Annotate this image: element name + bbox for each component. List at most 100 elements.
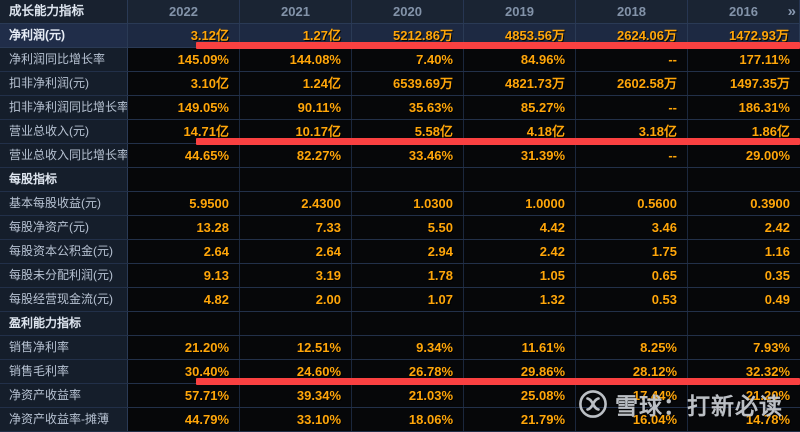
value-cell: 28.12% [576, 360, 688, 383]
value-cell [352, 312, 464, 335]
year-column-header-2022: 2022 [128, 0, 240, 23]
value-cell: 21.20% [128, 336, 240, 359]
value-cell: 2.42 [464, 240, 576, 263]
row-label: 营业总收入(元) [0, 120, 128, 143]
value-cell: 1.78 [352, 264, 464, 287]
value-cell [240, 168, 352, 191]
section-header-row: 每股指标 [0, 168, 800, 192]
table-row: 净资产收益率 57.71% 39.34% 21.03% 25.08% 17.44% 21.2… [0, 384, 800, 408]
value-cell: 29.86% [464, 360, 576, 383]
value-cell: 26.78% [352, 360, 464, 383]
value-cell: 2.64 [128, 240, 240, 263]
table-title: 成长能力指标 [0, 0, 128, 23]
row-label: 每股资本公积金(元) [0, 240, 128, 263]
value-cell: 0.3900 [750, 196, 790, 211]
table-row: 净利润(元) 3.12亿 1.27亿 5212.86万 4853.56万 2624.06万… [0, 24, 800, 48]
row-label: 销售净利率 [0, 336, 128, 359]
value-cell: 10.17亿 [240, 120, 352, 143]
value-cell: 149.05% [128, 96, 240, 119]
value-cell [576, 168, 688, 191]
row-label: 扣非净利润(元) [0, 72, 128, 95]
value-cell: 1.0300 [352, 192, 464, 215]
value-cell: 1.32 [464, 288, 576, 311]
value-cell: 2.94 [352, 240, 464, 263]
value-cell: 1.07 [352, 288, 464, 311]
value-cell [576, 312, 688, 335]
value-cell: 3.19 [240, 264, 352, 287]
value-cell: 2602.58万 [576, 72, 688, 95]
table-row: 营业总收入同比增长率 44.65% 82.27% 33.46% 31.39% -- 29.0… [0, 144, 800, 168]
value-cell: 1.0000 [464, 192, 576, 215]
value-cell: 1.86亿 [751, 124, 790, 139]
value-cell: 1.27亿 [240, 24, 352, 47]
value-cell [688, 312, 800, 335]
table-row: 每股未分配利润(元) 9.13 3.19 1.78 1.05 0.65 0.35 [0, 264, 800, 288]
value-cell: 9.34% [352, 336, 464, 359]
value-cell: 186.31% [738, 100, 790, 115]
value-cell: 21.79% [464, 408, 576, 431]
value-cell: 4.82 [128, 288, 240, 311]
table-row: 扣非净利润(元) 3.10亿 1.24亿 6539.69万 4821.73万 2602.5… [0, 72, 800, 96]
value-cell: 4853.56万 [464, 24, 576, 47]
value-cell: 3.46 [576, 216, 688, 239]
value-cell: 57.71% [128, 384, 240, 407]
value-cell: 7.33 [240, 216, 352, 239]
value-cell: 4.42 [464, 216, 576, 239]
red-underline-annotation [196, 378, 800, 385]
value-cell [688, 168, 800, 191]
row-label: 每股未分配利润(元) [0, 264, 128, 287]
value-cell: 13.28 [128, 216, 240, 239]
value-cell: 5.9500 [128, 192, 240, 215]
table-row: 净利润同比增长率 145.09% 144.08% 7.40% 84.96% -- 177.1… [0, 48, 800, 72]
value-cell: 44.79% [128, 408, 240, 431]
value-cell: 35.63% [352, 96, 464, 119]
value-cell: 14.71亿 [128, 120, 240, 143]
value-cell: 90.11% [240, 96, 352, 119]
value-cell: 21.03% [352, 384, 464, 407]
value-cell [240, 312, 352, 335]
table-row: 基本每股收益(元) 5.9500 2.4300 1.0300 1.0000 0.5600 0… [0, 192, 800, 216]
value-cell: 11.61% [464, 336, 576, 359]
more-years-chevron-icon[interactable]: » [787, 3, 796, 20]
table-row: 每股资本公积金(元) 2.64 2.64 2.94 2.42 1.75 1.16 [0, 240, 800, 264]
row-label: 每股指标 [0, 168, 128, 191]
value-cell: 6539.69万 [352, 72, 464, 95]
value-cell [128, 168, 240, 191]
value-cell: 8.25% [576, 336, 688, 359]
red-underline-annotation [196, 138, 800, 145]
table-row: 扣非净利润同比增长率 149.05% 90.11% 35.63% 85.27% -- 186… [0, 96, 800, 120]
value-cell: 3.10亿 [128, 72, 240, 95]
table-row: 每股经营现金流(元) 4.82 2.00 1.07 1.32 0.53 0.49 [0, 288, 800, 312]
table-header-row: 成长能力指标 2022 2021 2020 2019 2018 2016 » [0, 0, 800, 24]
row-label: 营业总收入同比增长率 [0, 144, 128, 167]
value-cell: 24.60% [240, 360, 352, 383]
value-cell: 17.44% [576, 384, 688, 407]
value-cell [352, 168, 464, 191]
row-label: 净资产收益率-摊薄 [0, 408, 128, 431]
value-cell: 1.24亿 [240, 72, 352, 95]
value-cell: 4.18亿 [464, 120, 576, 143]
value-cell: 84.96% [464, 48, 576, 71]
row-label: 每股经营现金流(元) [0, 288, 128, 311]
value-cell: -- [576, 144, 688, 167]
value-cell [464, 312, 576, 335]
value-cell: 1.75 [576, 240, 688, 263]
watermark-text: 雪球：打新必读 [615, 393, 783, 419]
value-cell: 2.4300 [240, 192, 352, 215]
value-cell: 14.78% [745, 412, 790, 427]
value-cell: 30.40% [128, 360, 240, 383]
year-column-header-2016: 2016 [688, 0, 800, 23]
value-cell: 18.06% [352, 408, 464, 431]
value-cell: 1.05 [464, 264, 576, 287]
value-cell: 33.46% [352, 144, 464, 167]
value-cell: 12.51% [240, 336, 352, 359]
value-cell: -- [576, 48, 688, 71]
value-cell: 9.13 [128, 264, 240, 287]
year-column-header-2018: 2018 [576, 0, 688, 23]
table-row: 每股净资产(元) 13.28 7.33 5.50 4.42 3.46 2.42 [0, 216, 800, 240]
value-cell: 33.10% [240, 408, 352, 431]
value-cell: 144.08% [240, 48, 352, 71]
value-cell: 0.49 [764, 292, 790, 307]
value-cell: 0.5600 [576, 192, 688, 215]
